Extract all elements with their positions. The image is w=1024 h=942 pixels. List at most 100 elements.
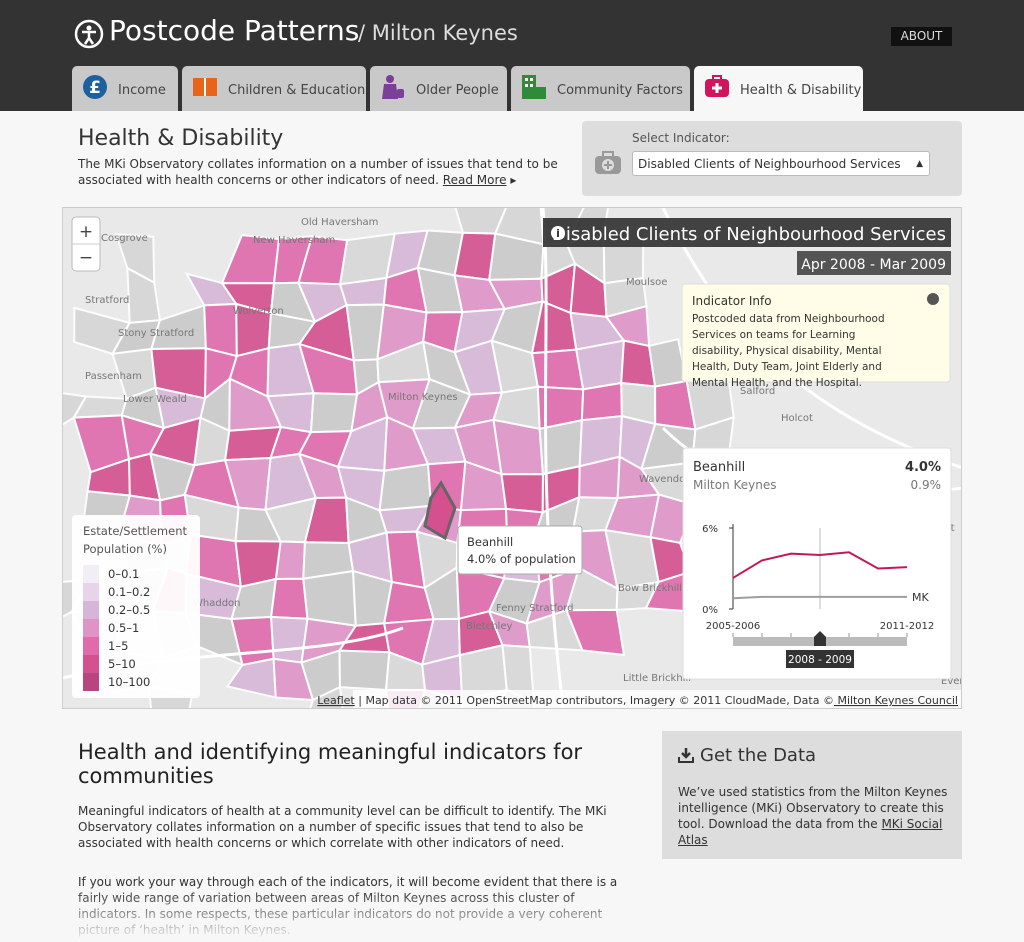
panel-bg bbox=[682, 447, 952, 680]
site-subtitle: / Milton Keynes bbox=[358, 21, 518, 45]
legend-swatch bbox=[83, 655, 99, 673]
attribution-link[interactable]: Leaflet bbox=[317, 694, 355, 707]
legend-item: 10–100 bbox=[108, 675, 150, 689]
place-label: Holcot bbox=[781, 413, 813, 424]
data-title: Get the Data bbox=[700, 745, 817, 766]
tooltip-name: Beanhill bbox=[467, 535, 513, 549]
info-box bbox=[681, 283, 951, 383]
place-label: Little Brickhill bbox=[623, 673, 691, 684]
fade bbox=[0, 890, 1024, 942]
selector-label: Select Indicator: bbox=[632, 131, 730, 145]
article-title: Health and identifying meaningful indica… bbox=[78, 740, 583, 788]
attribution-link[interactable]: Milton Keynes Council bbox=[834, 694, 958, 707]
tab[interactable]: Children & Education bbox=[182, 66, 366, 111]
map-road bbox=[541, 208, 565, 708]
map-area bbox=[302, 569, 357, 627]
map-area bbox=[530, 348, 585, 391]
tab-icon bbox=[193, 78, 217, 96]
place-label: Bletchley bbox=[466, 621, 512, 632]
map-area bbox=[309, 685, 344, 708]
about-button[interactable]: ABOUT bbox=[891, 27, 952, 46]
arrow: ▸ bbox=[506, 173, 517, 187]
tab-active[interactable]: Health & Disability bbox=[694, 66, 863, 111]
x-tick-label: 2011-2012 bbox=[880, 621, 935, 632]
legend-item: 0.2–0.5 bbox=[108, 603, 150, 617]
tab[interactable]: Older People bbox=[370, 66, 507, 111]
map-area bbox=[309, 392, 359, 434]
legend-title: Estate/Settlement Population (%) bbox=[83, 524, 188, 556]
tab-label: Health & Disability bbox=[740, 83, 862, 98]
logo bbox=[74, 19, 104, 49]
place-label: Lower Weald bbox=[123, 394, 187, 405]
map-period: Apr 2008 - Mar 2009 bbox=[801, 257, 946, 273]
map-area bbox=[269, 577, 309, 620]
info-icon-i: i bbox=[556, 227, 560, 240]
info-icon bbox=[551, 226, 565, 240]
map-area bbox=[378, 463, 433, 512]
zoom-in[interactable]: + bbox=[79, 222, 93, 242]
site-title[interactable]: Postcode Patterns bbox=[109, 14, 360, 47]
place-label: Bow Brickhill bbox=[618, 583, 682, 594]
legend-swatch bbox=[83, 601, 99, 619]
panel-value: 4.0% bbox=[905, 460, 941, 475]
place-label: Moulsoe bbox=[626, 277, 667, 288]
tab-icon bbox=[382, 75, 404, 99]
data-text: We’ve used statistics from the Milton Ke… bbox=[678, 784, 958, 848]
tab[interactable]: Community Factors bbox=[511, 66, 690, 111]
legend-swatch bbox=[83, 583, 99, 601]
map-period-bg bbox=[797, 251, 951, 275]
legend-item: 0.5–1 bbox=[108, 621, 139, 635]
info-text: Postcoded data from Neighbourhood Service… bbox=[692, 313, 885, 389]
attribution-text: | Map data © 2011 OpenStreetMap contribu… bbox=[355, 694, 834, 707]
tab-icon: £ bbox=[83, 75, 107, 99]
map-area bbox=[575, 339, 625, 391]
section-title: Health & Disability bbox=[78, 126, 284, 151]
download-icon bbox=[678, 748, 694, 763]
map-area bbox=[580, 381, 623, 422]
info-close[interactable] bbox=[927, 293, 939, 305]
map[interactable]: Old Haversham Cosgrove New Haversham Stratf… bbox=[62, 207, 962, 709]
tab-icon bbox=[522, 75, 546, 99]
legend-item: 5–10 bbox=[108, 657, 136, 671]
zoom-out[interactable]: − bbox=[79, 248, 93, 268]
place-label: Whaddon bbox=[193, 598, 241, 609]
chart-panel: Beanhill 4.0% Milton Keynes 0.9% 0% 6% MK 2005-… bbox=[682, 447, 952, 680]
atlas-link[interactable]: MKi Social Atlas bbox=[678, 817, 943, 847]
place-label: New Haversham bbox=[253, 235, 335, 246]
legend-item: 0.1–0.2 bbox=[108, 585, 150, 599]
place-label: Milton Keynes bbox=[388, 392, 458, 403]
panel-area-value: 0.9% bbox=[911, 478, 942, 492]
legend-swatch bbox=[83, 619, 99, 637]
map-area bbox=[274, 540, 307, 581]
map-canvas[interactable]: Old Haversham Cosgrove New Haversham Stratf… bbox=[63, 208, 962, 709]
slider-handle[interactable] bbox=[814, 631, 826, 646]
panel-name: Beanhill bbox=[693, 460, 745, 475]
tooltip-text: 4.0% of population bbox=[467, 552, 576, 566]
y-tick-label: 0% bbox=[702, 605, 718, 616]
tab-label: Income bbox=[118, 83, 166, 98]
panel-area: Milton Keynes bbox=[693, 478, 776, 492]
place-label: Fenny Stratford bbox=[496, 603, 573, 614]
place-label: Passenham bbox=[85, 371, 142, 382]
place-label: Stony Stratford bbox=[118, 328, 194, 339]
place-label: Wolverton bbox=[233, 306, 284, 317]
series-line bbox=[732, 551, 908, 579]
selector-icon bbox=[595, 151, 621, 174]
tab[interactable]: £ Income bbox=[72, 66, 178, 111]
series-end-label: MK bbox=[912, 591, 929, 604]
legend-swatch bbox=[83, 637, 99, 655]
place-label: Cosgrove bbox=[101, 233, 148, 244]
tab-label: Children & Education bbox=[228, 83, 366, 98]
data-text-body: We’ve used statistics from the Milton Ke… bbox=[678, 785, 948, 831]
map-area bbox=[500, 473, 544, 514]
map-area bbox=[564, 608, 626, 657]
indicator-select[interactable]: Disabled Clients of Neighbourhood Servic… bbox=[632, 151, 930, 176]
y-tick-label: 6% bbox=[702, 524, 718, 535]
map-area bbox=[647, 337, 688, 388]
x-tick-label: 2005-2006 bbox=[706, 621, 761, 632]
place-label: Old Haversham bbox=[301, 217, 378, 228]
legend-item: 1–5 bbox=[108, 639, 128, 653]
select-arrow: ▲ bbox=[916, 159, 923, 169]
read-more-link[interactable]: Read More bbox=[442, 173, 507, 187]
